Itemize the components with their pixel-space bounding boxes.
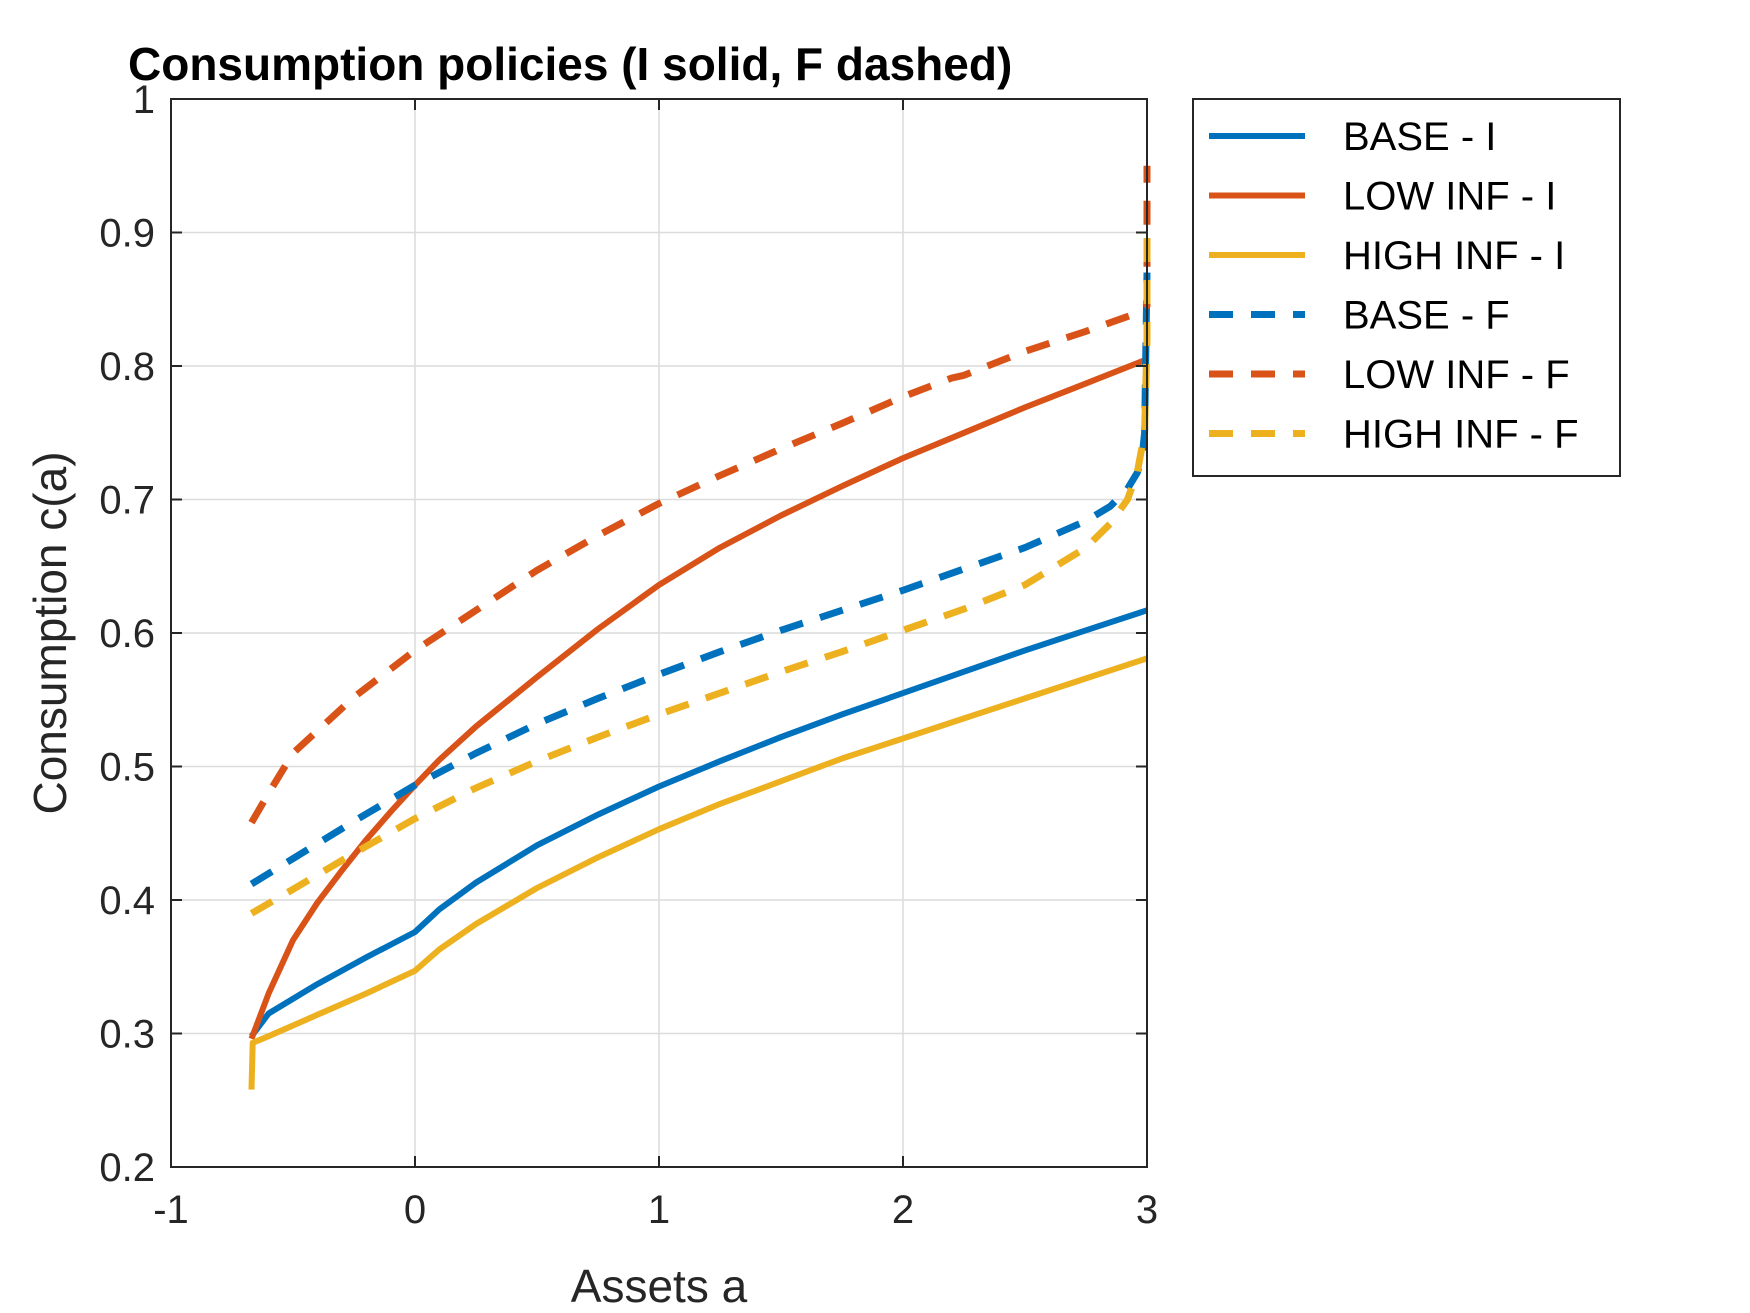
- legend-entry: HIGH INF - I: [1343, 234, 1565, 278]
- legend-box: [1192, 98, 1621, 477]
- y-tick-label: 0.2: [99, 1146, 155, 1190]
- legend-entry: LOW INF - I: [1343, 175, 1556, 219]
- chart-title: Consumption policies (I solid, F dashed): [128, 38, 1012, 90]
- x-tick-label: 0: [404, 1188, 426, 1232]
- legend-entry: BASE - F: [1343, 294, 1510, 338]
- y-tick-label: 0.4: [99, 879, 155, 923]
- legend-entry: LOW INF - F: [1343, 353, 1570, 397]
- series-line-low-inf-i: [248, 356, 1149, 1040]
- series-line-high-inf-f: [249, 232, 1151, 917]
- y-tick-label: 0.3: [99, 1013, 155, 1057]
- y-tick-label: 0.7: [99, 479, 155, 523]
- y-tick-label: 1: [133, 78, 155, 122]
- x-axis-label: Assets a: [571, 1260, 748, 1312]
- series-line-high-inf-i: [248, 655, 1148, 1090]
- x-tick-label: 3: [1136, 1188, 1158, 1232]
- series-line-low-inf-f: [248, 165, 1151, 825]
- y-tick-label: 0.6: [99, 612, 155, 656]
- legend-entry: HIGH INF - F: [1343, 413, 1579, 457]
- legend: BASE - I LOW INF - I HIGH INF - I BASE - F L…: [1192, 98, 1621, 477]
- x-tick-label: 2: [892, 1188, 914, 1232]
- x-tick-label: -1: [153, 1188, 189, 1232]
- series-line-base-f: [249, 272, 1151, 887]
- series-line-base-i: [249, 607, 1148, 1039]
- y-tick-label: 0.9: [99, 212, 155, 256]
- x-tick-label: 1: [648, 1188, 670, 1232]
- tick-labels: -1 0 1 2 3 0.2 0.3 0.4 0.5 0.6 0.7 0.8 0.9 1: [99, 78, 1158, 1232]
- ticks: [170, 98, 1148, 1168]
- series-layer: [248, 165, 1151, 1090]
- y-tick-label: 0.8: [99, 345, 155, 389]
- y-axis-label: Consumption c(a): [24, 451, 76, 814]
- legend-entry: BASE - I: [1343, 115, 1496, 159]
- y-tick-label: 0.5: [99, 746, 155, 790]
